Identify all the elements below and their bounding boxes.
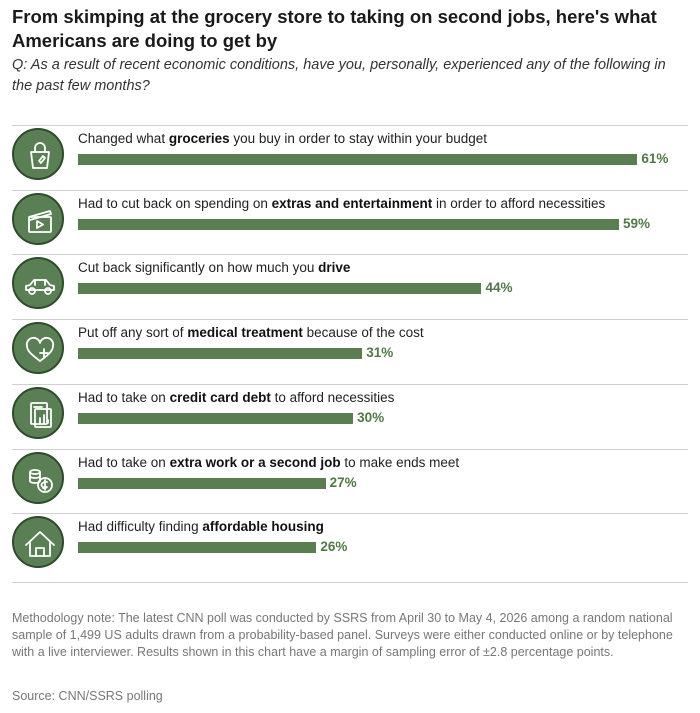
grocery-bag-icon (12, 128, 64, 180)
row-label-pre: Changed what (78, 131, 169, 146)
row-label-pre: Had to cut back on spending on (78, 195, 272, 211)
row-divider (12, 383, 688, 385)
row-divider (12, 513, 688, 515)
row-label: Had to cut back on spending on extras an… (78, 195, 605, 213)
value-label: 27% (329, 474, 357, 490)
row-label-emphasis: groceries (168, 131, 230, 146)
bar (78, 542, 317, 554)
row-label: Had difficulty finding affordable housin… (78, 518, 324, 536)
bar (78, 283, 482, 295)
credit-bill-icon (12, 386, 64, 439)
row-label: Cut back significantly on how much you d… (78, 259, 350, 277)
value-label: 26% (320, 539, 348, 555)
row-label-pre: Had difficulty finding (78, 519, 203, 535)
row-label-pre: Had to take on (78, 389, 170, 405)
car-icon (12, 257, 64, 310)
row-divider (12, 448, 688, 450)
row-divider (12, 319, 688, 321)
row-label-pre: Put off any sort of (78, 325, 188, 341)
row-label-pre: Had to take on (78, 454, 170, 470)
chart-title: From skimping at the grocery store to ta… (12, 6, 657, 51)
bar (78, 154, 638, 165)
chart-subtitle: Q: As a result of recent economic condit… (12, 57, 666, 94)
coins-icon (12, 451, 64, 504)
row-label-post: to make ends meet (340, 454, 460, 470)
row-label: Had to take on credit card debt to affor… (78, 389, 394, 407)
bar (78, 477, 326, 489)
row-label-emphasis: extra work or a second job (169, 454, 341, 470)
bar (78, 348, 363, 360)
row-divider (12, 125, 688, 126)
row-label-emphasis: drive (318, 260, 351, 276)
clapperboard-icon (12, 192, 64, 245)
row-divider (12, 254, 688, 256)
row-label-post: in order to afford necessities (432, 195, 606, 211)
row-label-emphasis: credit card debt (169, 389, 271, 405)
methodology-note: Methodology note: The latest CNN poll wa… (12, 611, 673, 659)
value-label: 30% (357, 409, 385, 425)
row-label-post: to afford necessities (270, 389, 395, 405)
row-label-post: because of the cost (302, 325, 424, 341)
heart-medical-icon (12, 322, 64, 375)
row-label-emphasis: medical treatment (187, 325, 303, 341)
row-label-post: you buy in order to stay within your bud… (229, 131, 488, 146)
value-label: 31% (366, 345, 394, 361)
row-label-emphasis: extras and entertainment (271, 195, 433, 211)
row-label: Changed what groceries you buy in order … (78, 130, 487, 148)
bar (78, 412, 354, 424)
row-label-pre: Cut back significantly on how much you (78, 260, 319, 276)
row-divider (12, 581, 688, 583)
row-label-emphasis: affordable housing (202, 519, 324, 535)
row-label: Put off any sort of medical treatment be… (78, 324, 424, 342)
value-label: 61% (641, 151, 669, 166)
source-note: Source: CNN/SSRS polling (12, 689, 163, 703)
row-label: Had to take on extra work or a second jo… (78, 454, 459, 472)
value-label: 44% (485, 280, 513, 296)
bar (78, 218, 620, 230)
value-label: 59% (623, 215, 651, 231)
house-icon (12, 516, 64, 569)
row-divider (12, 189, 688, 191)
